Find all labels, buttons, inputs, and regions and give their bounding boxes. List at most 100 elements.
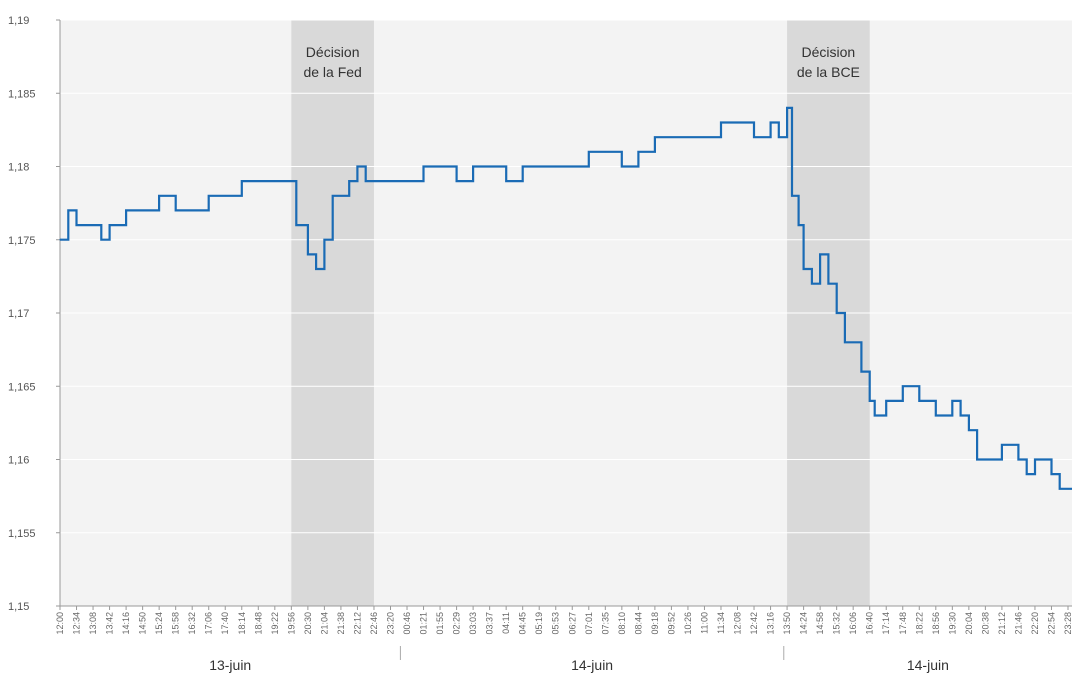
x-tick-label: 21:04	[319, 612, 329, 635]
series-point	[191, 209, 193, 212]
y-tick-label: 1,19	[8, 15, 29, 27]
series-point	[604, 151, 606, 153]
series-point	[92, 224, 94, 226]
series-point	[935, 414, 937, 417]
series-point	[455, 180, 458, 182]
series-point	[373, 180, 375, 182]
series-point	[472, 165, 474, 168]
x-tick-label: 11:00	[699, 612, 709, 634]
series-point	[295, 224, 297, 226]
x-tick-label: 20:38	[980, 612, 990, 635]
x-tick-label: 13:42	[105, 612, 115, 635]
y-tick-label: 1,15	[8, 601, 29, 613]
x-tick-label: 11:34	[716, 612, 726, 634]
event-annotations: Décision de la Fed Décision de la BCE	[303, 44, 859, 80]
x-tick-label: 02:29	[452, 612, 462, 635]
series-point	[1001, 444, 1003, 446]
x-tick-label: 16:32	[187, 612, 197, 635]
series-point	[290, 180, 292, 182]
x-tick-label: 12:42	[749, 612, 759, 635]
x-tick-label: 20:30	[303, 612, 313, 635]
event-annotation-line2: de la Fed	[303, 64, 361, 80]
series-point	[951, 400, 953, 402]
x-tick-label: 12:34	[72, 612, 82, 635]
x-axis-ticks: 12:00 12:34 13:08 13:42 14:16 14:50 15:24 15:58…	[55, 606, 1072, 635]
series-point	[1034, 458, 1036, 461]
y-tick-label: 1,17	[8, 308, 29, 320]
series-point	[108, 224, 111, 226]
y-tick-label: 1,165	[8, 381, 36, 393]
series-point	[175, 209, 177, 212]
series-point	[522, 165, 524, 168]
x-tick-label: 20:04	[964, 612, 974, 635]
x-tick-label: 21:38	[336, 612, 346, 635]
series-point	[274, 180, 276, 182]
x-tick-label: 06:27	[567, 612, 577, 635]
series-point	[365, 180, 367, 182]
x-tick-label: 13:16	[766, 612, 776, 635]
series-point	[918, 400, 920, 402]
y-tick-label: 1,18	[8, 162, 29, 174]
series-point	[332, 195, 334, 197]
series-point	[687, 136, 689, 138]
x-tick-label: 15:58	[171, 612, 181, 635]
series-point	[621, 165, 623, 168]
series-point	[798, 224, 800, 226]
x-tick-label: 10:26	[683, 612, 693, 635]
series-point	[836, 312, 838, 314]
series-point	[307, 253, 309, 255]
series-point	[142, 209, 144, 212]
x-tick-label: 21:46	[1013, 612, 1023, 635]
x-tick-label: 08:10	[617, 612, 627, 635]
x-tick-label: 22:12	[352, 612, 362, 635]
series-point	[827, 283, 829, 285]
x-tick-label: 01:55	[435, 612, 445, 635]
x-tick-label: 14:24	[799, 612, 809, 635]
x-tick-label: 17:48	[898, 612, 908, 635]
series-line-0	[60, 106, 1072, 505]
x-tick-label: 15:24	[154, 612, 164, 635]
series-point	[778, 136, 780, 138]
x-tick-label: 12:00	[55, 612, 65, 635]
x-tick-label: 16:40	[865, 612, 875, 635]
x-tick-label: 14:50	[138, 612, 148, 635]
x-tick-label: 19:22	[270, 612, 280, 635]
series-point	[976, 458, 978, 461]
series-point	[869, 400, 871, 402]
x-tick-label: 22:54	[1046, 612, 1056, 635]
series-point	[505, 180, 507, 182]
x-tick-label: 21:12	[997, 612, 1007, 635]
x-tick-label: 22:20	[1030, 612, 1040, 635]
series-point	[803, 268, 805, 270]
x-tick-label: 13:08	[88, 612, 98, 635]
series-point	[703, 136, 706, 138]
series-point	[588, 151, 590, 153]
series-point	[67, 209, 69, 212]
series-point	[1017, 458, 1020, 461]
x-tick-label: 17:14	[881, 612, 891, 635]
x-tick-label: 05:53	[551, 612, 561, 635]
series-point	[968, 429, 970, 431]
series-point	[670, 136, 673, 138]
series-point	[348, 180, 350, 182]
series-point	[791, 195, 793, 197]
series-point	[984, 458, 986, 461]
y-tick-label: 1,16	[8, 455, 29, 467]
x-tick-label: 05:19	[534, 612, 544, 635]
series-point	[125, 209, 127, 212]
series-point	[654, 136, 656, 138]
day-label: 13-juin	[209, 657, 251, 673]
series-point	[769, 121, 772, 124]
y-axis-ticks: 1,15 1,155 1,16 1,165 1,17 1,175 1,18 1,185 1,19	[8, 15, 60, 613]
series-point	[315, 268, 317, 270]
series-point	[158, 195, 160, 197]
x-tick-label: 14:16	[121, 612, 131, 635]
series-point	[208, 195, 210, 197]
series-point	[439, 165, 441, 168]
y-tick-label: 1,175	[8, 235, 36, 247]
series-point	[786, 107, 788, 109]
x-tick-label: 17:06	[204, 612, 214, 635]
series-point	[1050, 473, 1053, 475]
y-tick-label: 1,185	[8, 88, 36, 100]
x-tick-label: 23:28	[1063, 612, 1072, 635]
